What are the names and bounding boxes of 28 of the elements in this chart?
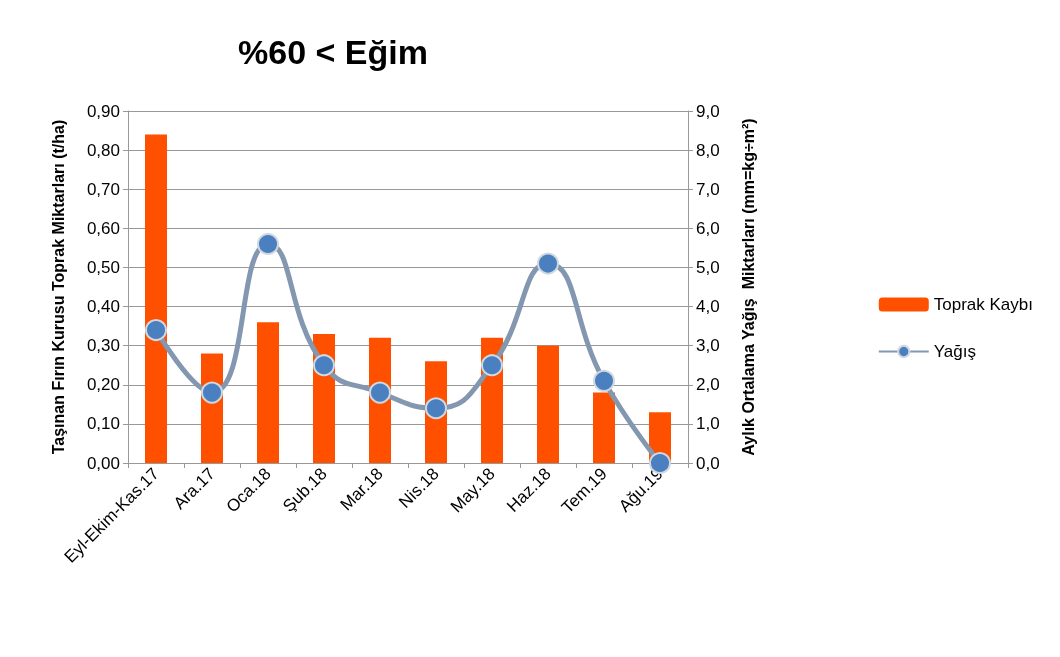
y2-tick-label: 6,0 — [696, 218, 720, 238]
y-axis-title: Taşınan Fırın Kurusu Toprak Miktarları (t/ha) — [49, 119, 67, 455]
y-tick-label: 0,10 — [86, 414, 120, 434]
y2-tick-label: 9,0 — [696, 101, 720, 121]
y-tick-label: 0,70 — [86, 179, 120, 199]
y2-axis-title: Aylık Ortalama Yağış Miktarları (mm=kg÷m²) — [739, 118, 757, 456]
legend-label: Yağış — [933, 342, 976, 361]
y-tick-label: 0,50 — [86, 257, 120, 277]
y2-tick-label: 0,0 — [696, 453, 720, 473]
legend-label: Toprak Kaybı — [933, 295, 1034, 314]
bar — [537, 345, 559, 463]
y2-tick-label: 3,0 — [696, 336, 720, 356]
y2-tick-label: 5,0 — [696, 257, 720, 277]
y-tick-label: 0,30 — [86, 336, 120, 356]
y-tick-label: 0,80 — [86, 140, 120, 160]
bar — [145, 134, 167, 463]
y-tick-label: 0,40 — [86, 297, 120, 317]
y-tick-label: 0,90 — [86, 101, 120, 121]
y2-tick-label: 8,0 — [696, 140, 720, 160]
bar — [257, 322, 279, 463]
bar — [593, 392, 615, 463]
y2-tick-label: 2,0 — [696, 375, 720, 395]
y-tick-label: 0,60 — [86, 218, 120, 238]
y2-tick-label: 7,0 — [696, 179, 720, 199]
y-tick-label: 0,20 — [86, 375, 120, 395]
chart-title: %60 < Eğim — [238, 33, 428, 71]
y2-tick-label: 1,0 — [696, 414, 720, 434]
y2-tick-label: 4,0 — [696, 297, 720, 317]
